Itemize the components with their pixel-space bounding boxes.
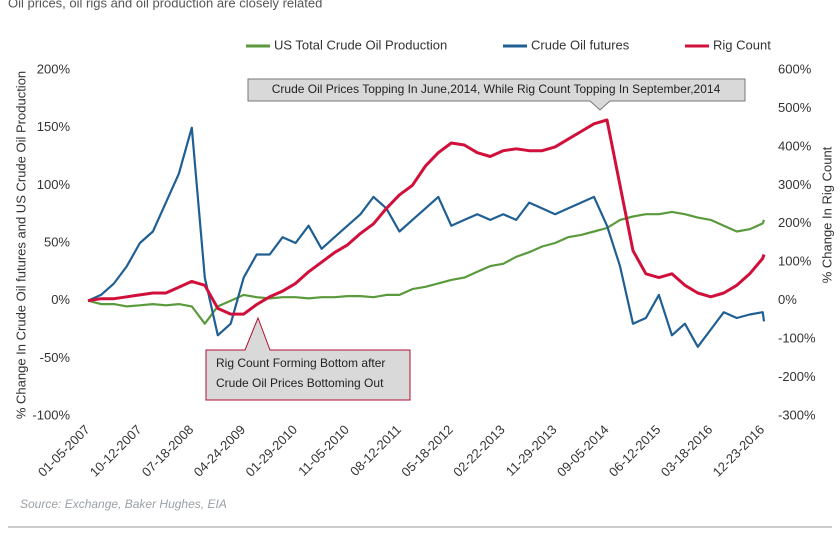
- annotation: Crude Oil Prices Topping In June,2014, W…: [247, 78, 746, 111]
- y2-tick-label: 300%: [778, 177, 812, 192]
- y-tick-label: -50%: [40, 350, 71, 365]
- y2-tick-label: 0%: [778, 292, 797, 307]
- y-axis-title: % Change In Crude Oil futures and US Cru…: [13, 71, 28, 419]
- y2-tick-label: -300%: [778, 407, 816, 422]
- y2-tick-label: 100%: [778, 254, 812, 269]
- y2-tick-label: -100%: [778, 331, 816, 346]
- legend-label: US Total Crude Oil Production: [274, 37, 447, 52]
- y-tick-label: -100%: [32, 407, 70, 422]
- x-tick-label: 08-12-2011: [347, 422, 404, 479]
- x-tick-label: 03-18-2016: [658, 422, 716, 480]
- series-line: [87, 210, 766, 325]
- x-tick-label: 05-18-2012: [398, 422, 456, 480]
- y2-tick-label: 500%: [778, 100, 812, 115]
- annotation-text: Crude Oil Prices Bottoming Out: [216, 376, 384, 390]
- annotation-text: Rig Count Forming Bottom after: [216, 356, 385, 370]
- y2-tick-label: -200%: [778, 369, 816, 384]
- annotation-box: [205, 316, 411, 401]
- y-tick-label: 0%: [51, 292, 70, 307]
- y-tick-label: 100%: [37, 177, 71, 192]
- y-tick-label: 50%: [44, 234, 70, 249]
- legend-label: Rig Count: [713, 37, 771, 52]
- y2-tick-label: 400%: [778, 138, 812, 153]
- y-tick-label: 150%: [37, 119, 71, 134]
- annotation-box: [247, 78, 746, 111]
- x-tick-label: 07-18-2008: [139, 422, 197, 480]
- y2-axis-title: % Change In Rig Count: [819, 146, 834, 283]
- annotation-text: Crude Oil Prices Topping In June,2014, W…: [272, 82, 721, 96]
- x-tick-label: 09-05-2014: [554, 422, 612, 480]
- x-tick-label: 11-05-2010: [295, 422, 352, 479]
- y2-tick-label: 200%: [778, 215, 812, 230]
- series-line: [87, 126, 766, 348]
- source: Source: Exchange, Baker Hughes, EIA: [20, 497, 227, 511]
- x-tick-label: 12-23-2016: [710, 422, 768, 480]
- x-tick-label: 01-05-2007: [35, 422, 93, 480]
- y2-tick-label: 600%: [778, 61, 812, 76]
- x-tick-label: 04-24-2009: [191, 422, 249, 480]
- x-tick-label: 01-29-2010: [243, 422, 301, 480]
- x-tick-label: 02-22-2013: [450, 422, 508, 480]
- subtitle: Oil prices, oil rigs and oil production …: [8, 0, 322, 10]
- x-tick-label: 06-12-2015: [606, 422, 664, 480]
- x-tick-label: 10-12-2007: [87, 422, 145, 480]
- y-tick-label: 200%: [37, 61, 71, 76]
- legend-label: Crude Oil futures: [531, 37, 630, 52]
- x-tick-label: 11-29-2013: [503, 422, 560, 479]
- series-line: [87, 118, 766, 316]
- annotation: Rig Count Forming Bottom after Crude Oil…: [205, 316, 411, 401]
